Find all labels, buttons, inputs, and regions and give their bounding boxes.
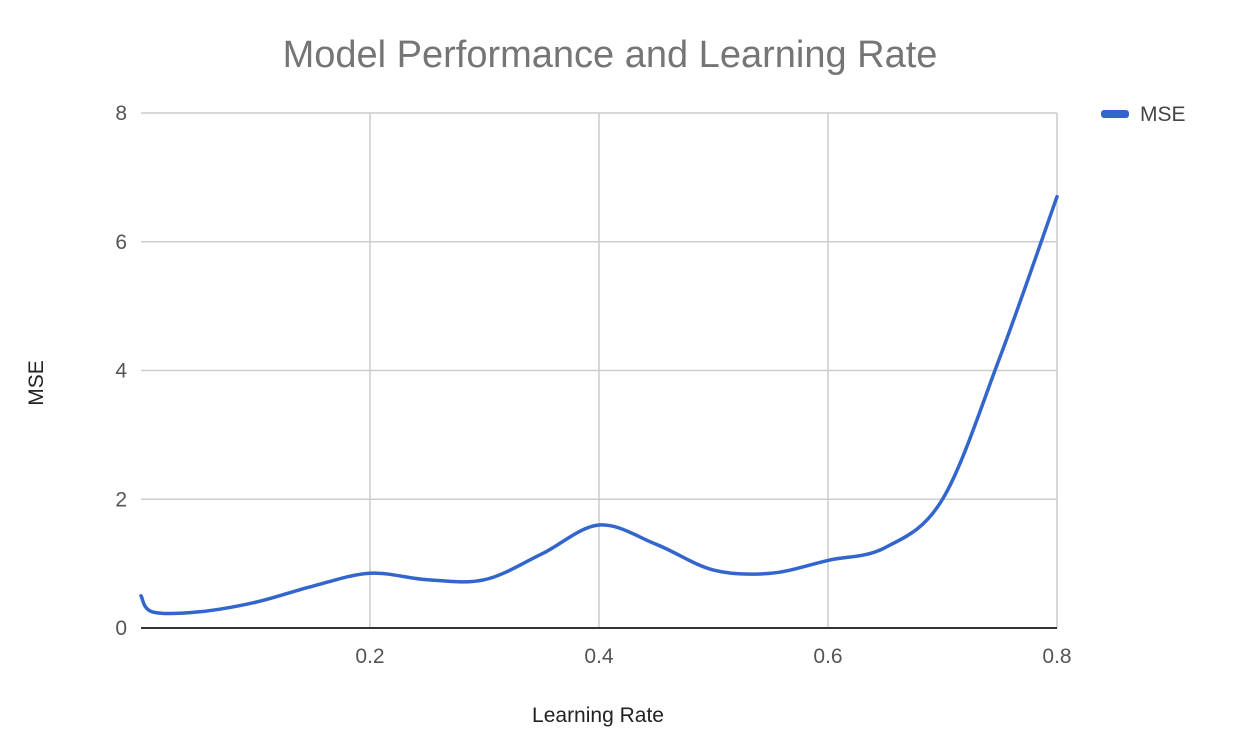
series-line-mse [139, 194, 1059, 616]
legend-swatch [1101, 110, 1129, 118]
x-tick-label: 0.4 [584, 645, 614, 668]
legend: MSE [1101, 103, 1186, 126]
legend-label: MSE [1140, 103, 1186, 126]
y-axis-label: MSE [25, 360, 48, 406]
chart-title: Model Performance and Learning Rate [283, 34, 938, 76]
series-layer [139, 194, 1059, 616]
gridlines [141, 112, 1058, 629]
x-tick-label: 0.6 [813, 645, 842, 668]
x-tick-label: 0.2 [355, 645, 384, 668]
x-axis-ticks: 0.2 0.4 0.6 0.8 [355, 645, 1071, 668]
y-tick-label: 6 [115, 231, 127, 254]
x-axis-label: Learning Rate [532, 704, 664, 727]
y-tick-label: 4 [115, 360, 127, 383]
y-axis-ticks: 0 2 4 6 8 [115, 102, 127, 640]
y-tick-label: 2 [115, 488, 127, 511]
x-tick-label: 0.8 [1042, 645, 1071, 668]
y-tick-label: 0 [115, 617, 127, 640]
y-tick-label: 8 [115, 102, 127, 125]
